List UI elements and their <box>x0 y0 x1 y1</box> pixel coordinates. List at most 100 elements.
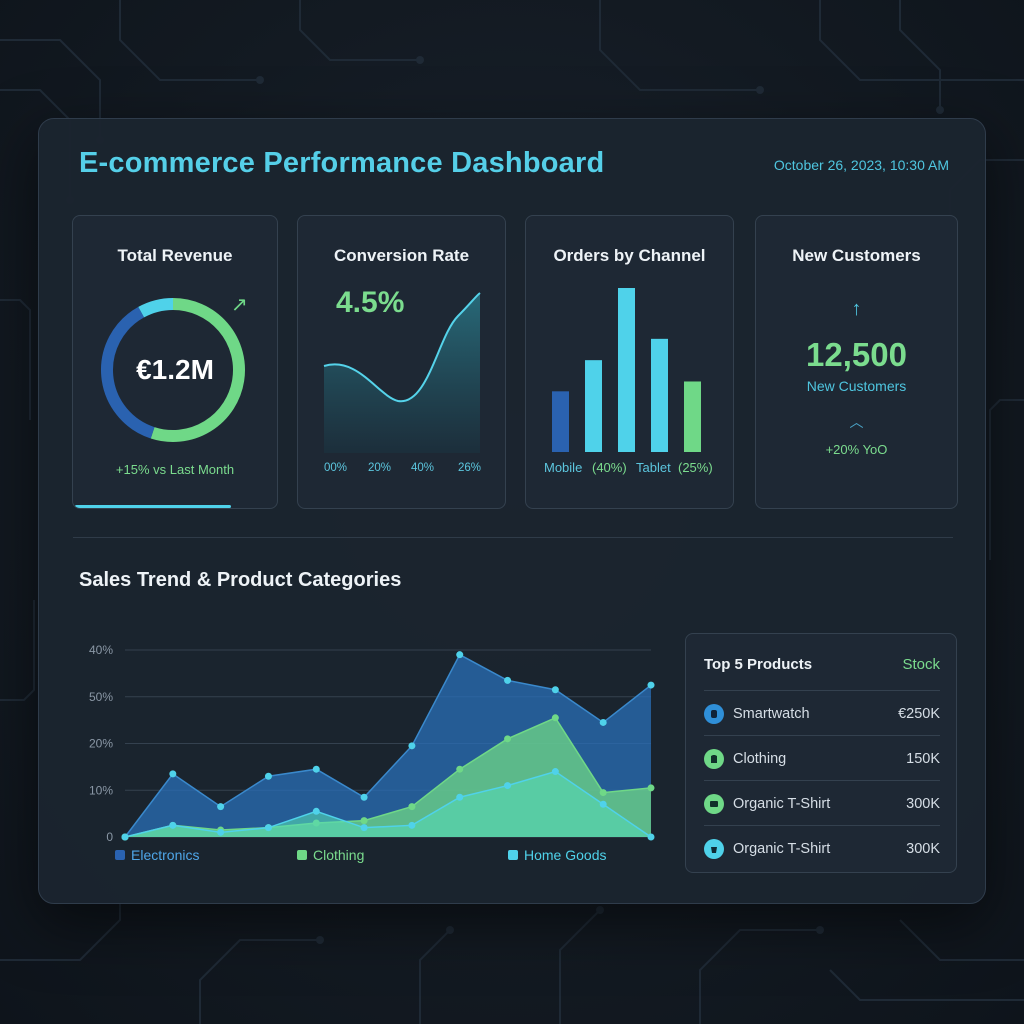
point-electronics <box>599 718 607 726</box>
dashboard-title: E-commerce Performance Dashboard <box>79 147 605 179</box>
point-electronics <box>312 765 320 773</box>
channel-percent: (40%) <box>592 460 627 475</box>
legend-swatch <box>297 850 307 860</box>
conversion-line <box>323 292 481 403</box>
top-products-header: Top 5 Products Stock <box>704 656 940 676</box>
product-row[interactable]: Organic T-Shirt 300K <box>704 825 940 871</box>
point-electronics <box>408 742 416 750</box>
point-clothing <box>647 784 655 792</box>
point-home-goods <box>456 793 464 801</box>
orders-by-channel-card[interactable]: Orders by Channel Mobile (40%) Tablet (2… <box>525 215 734 509</box>
card-title: Conversion Rate <box>333 246 470 265</box>
product-row[interactable]: Clothing 150K <box>704 735 940 781</box>
point-home-goods <box>408 821 416 829</box>
line-home-goods <box>124 770 652 838</box>
y-tick-label: 50% <box>89 690 113 704</box>
new-customers-card[interactable]: New Customers ↑ 12,500 New Customers ︿ +… <box>755 215 958 509</box>
point-home-goods <box>264 824 272 832</box>
point-home-goods <box>504 782 512 790</box>
channel-label: Mobile <box>544 460 583 475</box>
point-electronics <box>647 681 655 689</box>
channel-bar <box>585 360 602 452</box>
card-title: New Customers <box>792 246 921 265</box>
orders-bar-chart <box>552 288 701 452</box>
channel-label: Tablet <box>636 460 671 475</box>
conversion-x-label: 40% <box>411 462 435 474</box>
watch-icon <box>704 703 724 724</box>
conversion-value: 4.5% <box>336 286 405 319</box>
donut-segment-cyan <box>138 298 174 318</box>
point-home-goods <box>647 833 655 841</box>
legend-swatch <box>115 850 125 860</box>
product-name: Organic T-Shirt <box>733 795 831 812</box>
chevron-up-icon: ︿ <box>849 414 864 430</box>
box-icon <box>704 793 724 814</box>
bag-icon <box>704 838 724 859</box>
point-home-goods <box>169 821 177 829</box>
product-name: Organic T-Shirt <box>733 840 831 857</box>
legend-swatch <box>508 850 518 860</box>
line-electronics <box>124 653 652 838</box>
product-stock: 300K <box>906 795 940 812</box>
point-home-goods <box>551 768 559 776</box>
point-home-goods <box>599 800 607 808</box>
point-electronics <box>360 793 368 801</box>
conversion-area-chart <box>323 292 481 453</box>
sales-trend-chart: 0 10% 20% 50% 40% <box>89 643 655 844</box>
donut-segment-blue <box>101 306 155 439</box>
revenue-donut <box>101 298 245 442</box>
y-tick-label: 0 <box>106 830 113 844</box>
legend-clothing[interactable]: Clothing <box>297 847 364 863</box>
revenue-change: +15% vs Last Month <box>115 462 235 477</box>
product-row[interactable]: Organic T-Shirt 300K <box>704 780 940 826</box>
point-clothing <box>456 765 464 773</box>
dashboard-datetime: October 26, 2023, 10:30 AM <box>773 157 949 173</box>
area-home-goods <box>125 771 651 837</box>
conversion-area-fill <box>324 293 480 453</box>
point-electronics <box>551 686 559 694</box>
stock-column-header: Stock <box>902 656 940 673</box>
product-stock: 150K <box>906 750 940 767</box>
channel-bar <box>552 391 569 452</box>
conversion-x-label: 26% <box>458 462 482 474</box>
y-tick-label: 20% <box>89 737 113 751</box>
channel-bar <box>684 381 701 452</box>
point-clothing <box>408 803 416 811</box>
product-row[interactable]: Smartwatch €250K <box>704 690 940 736</box>
legend-electronics[interactable]: Electronics <box>115 847 199 863</box>
point-clothing <box>360 817 368 825</box>
new-customers-change: +20% YoO <box>825 442 888 457</box>
dashboard-panel: E-commerce Performance Dashboard October… <box>38 118 986 904</box>
point-home-goods <box>217 828 225 836</box>
point-electronics <box>264 772 272 780</box>
point-electronics <box>217 803 225 811</box>
point-clothing <box>551 714 559 722</box>
point-clothing <box>599 789 607 797</box>
arrow-up-icon: ↑ <box>851 298 862 320</box>
y-tick-label: 40% <box>89 643 113 657</box>
product-name: Smartwatch <box>733 705 810 722</box>
top-products-table: Top 5 Products Stock Smartwatch €250K Cl… <box>685 633 957 873</box>
legend-home-goods[interactable]: Home Goods <box>508 847 606 863</box>
channel-bar <box>618 288 635 452</box>
legend-label: Electronics <box>131 847 200 863</box>
legend-label: Home Goods <box>524 847 607 863</box>
point-home-goods <box>360 824 368 832</box>
total-revenue-card[interactable]: Total Revenue ↗ €1.2M +15% vs Last Month <box>72 215 278 509</box>
point-electronics <box>456 651 464 659</box>
conversion-rate-card[interactable]: Conversion Rate 4.5% 00% 20% 40% 26% <box>297 215 506 509</box>
product-stock: 300K <box>906 840 940 857</box>
top-products-title: Top 5 Products <box>704 656 813 673</box>
conversion-x-label: 20% <box>368 462 392 474</box>
point-home-goods <box>121 833 129 841</box>
product-name: Clothing <box>733 750 787 767</box>
trend-up-arrow-icon: ↗ <box>231 294 248 316</box>
point-clothing <box>504 735 512 743</box>
new-customers-value: 12,500 <box>806 336 907 373</box>
shirt-icon <box>704 748 724 769</box>
donut-segment-green <box>150 298 245 442</box>
sales-section-title: Sales Trend & Product Categories <box>79 569 402 591</box>
product-stock: €250K <box>898 705 940 722</box>
legend-label: Clothing <box>313 847 365 863</box>
